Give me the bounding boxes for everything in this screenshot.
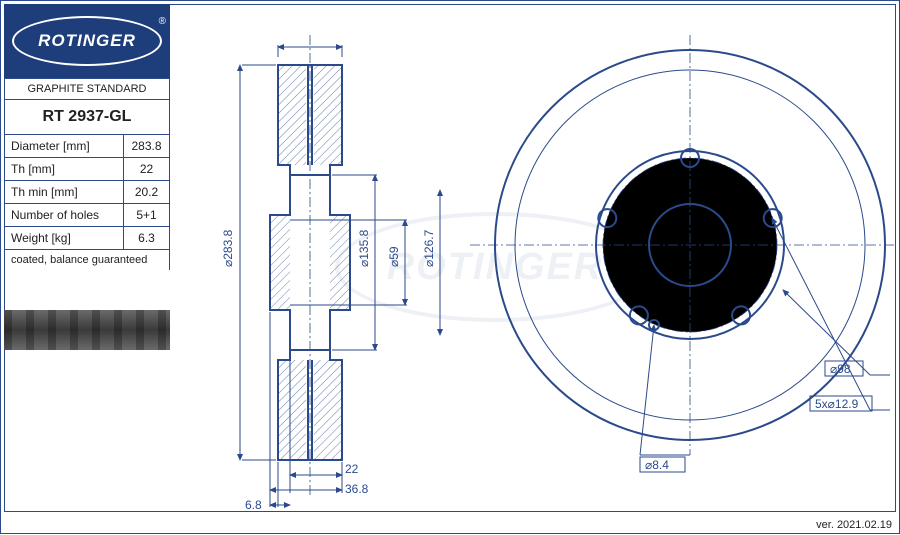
registered-icon: ®	[159, 16, 166, 27]
technical-drawing: ⌀283.8 ⌀135.8 ⌀59 ⌀126.7 22 36.8 6.8	[170, 4, 896, 530]
dim-balance-hole: ⌀8.4	[645, 458, 669, 472]
dim-hub: ⌀135.8	[357, 229, 371, 267]
drawing-svg: ⌀283.8 ⌀135.8 ⌀59 ⌀126.7 22 36.8 6.8	[170, 4, 896, 530]
section-view: ⌀283.8 ⌀135.8 ⌀59 ⌀126.7 22 36.8 6.8	[221, 35, 440, 512]
dim-thickness: 22	[345, 462, 359, 476]
spec-value: 283.8	[124, 135, 170, 158]
spec-label: Number of holes	[5, 204, 124, 227]
spec-label: Weight [kg]	[5, 227, 124, 250]
spec-value: 5+1	[124, 204, 170, 227]
logo-oval: ROTINGER ®	[12, 16, 162, 66]
logo-text: ROTINGER	[38, 31, 136, 51]
spec-label: Diameter [mm]	[5, 135, 124, 158]
spec-note: coated, balance guaranteed	[5, 250, 170, 271]
spec-value: 20.2	[124, 181, 170, 204]
version-label: ver. 2021.02.19	[816, 519, 892, 531]
spec-label: Th [mm]	[5, 158, 124, 181]
disc-photo-strip	[4, 310, 170, 350]
dim-pcd: ⌀126.7	[422, 229, 436, 267]
spec-value: 22	[124, 158, 170, 181]
part-number: RT 2937-GL	[5, 100, 170, 135]
dim-offset: 36.8	[345, 482, 369, 496]
dim-d98: ⌀98	[830, 362, 851, 376]
spec-value: 6.3	[124, 227, 170, 250]
brand-logo: ROTINGER ®	[4, 4, 170, 78]
dim-outer: ⌀283.8	[221, 229, 235, 267]
spec-label: Th min [mm]	[5, 181, 124, 204]
dim-bore: ⌀59	[387, 246, 401, 267]
dim-bolt: 5x⌀12.9	[815, 397, 859, 411]
front-view: ⌀98 5x⌀12.9 ⌀8.4	[470, 35, 896, 472]
series-label: GRAPHITE STANDARD	[5, 79, 170, 100]
spec-table: GRAPHITE STANDARD RT 2937-GL Diameter [m…	[4, 78, 170, 270]
dim-flange: 6.8	[245, 498, 262, 512]
